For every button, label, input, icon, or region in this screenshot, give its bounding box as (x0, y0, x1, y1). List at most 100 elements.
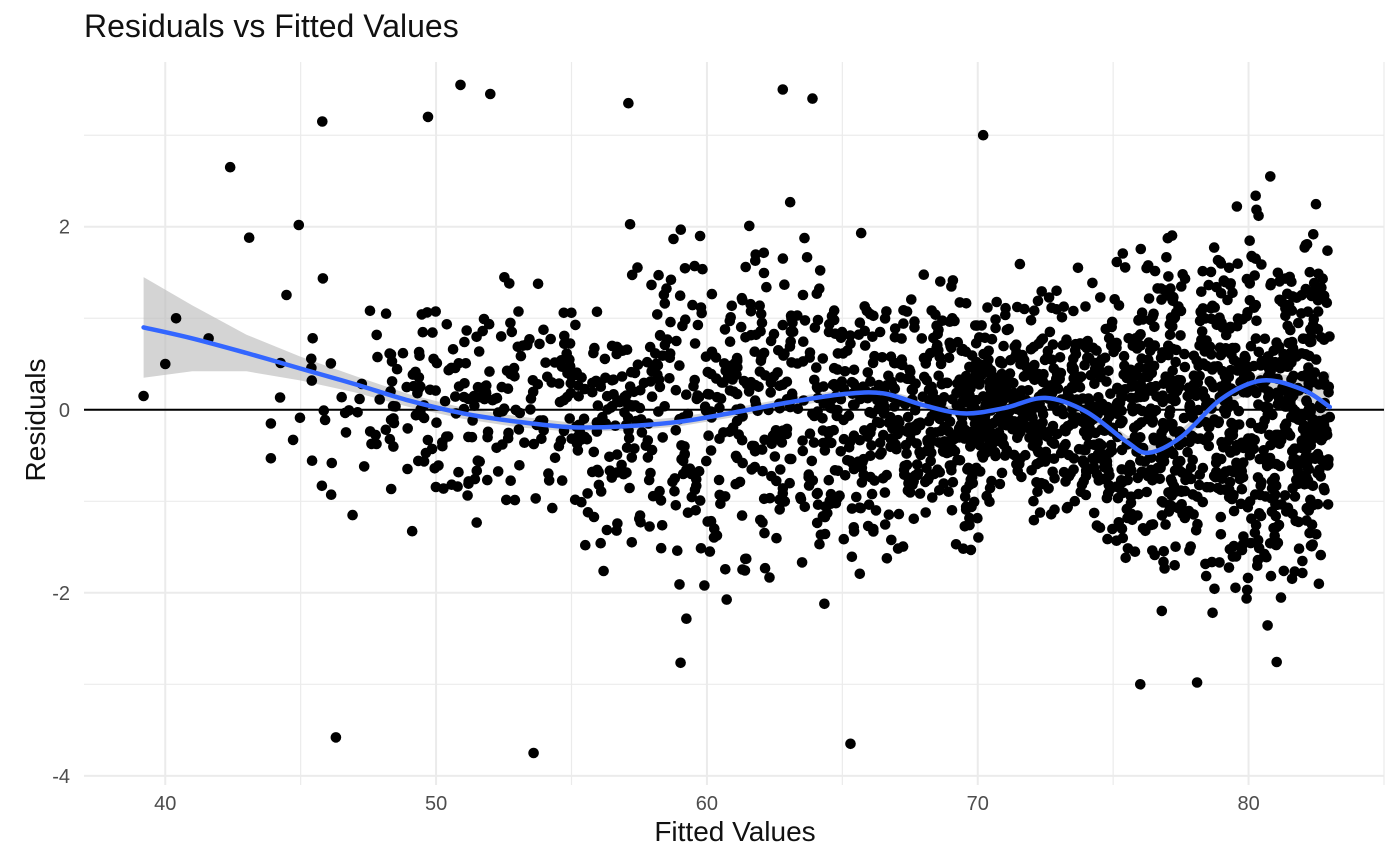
scatter-point (624, 219, 636, 230)
y-tick-label: 2 (59, 217, 70, 239)
scatter-point (573, 391, 584, 402)
scatter-point (1168, 291, 1179, 303)
scatter-point (1036, 286, 1047, 297)
scatter-point (898, 318, 909, 329)
scatter-point (970, 415, 982, 426)
scatter-point (430, 306, 442, 317)
scatter-point (1194, 479, 1205, 491)
scatter-point (1301, 396, 1313, 407)
scatter-point (750, 255, 761, 266)
scatter-point (424, 384, 436, 396)
scatter-point (845, 738, 856, 750)
scatter-point (1166, 393, 1178, 404)
scatter-point (1195, 306, 1206, 318)
scatter-point (715, 393, 727, 405)
scatter-point (1187, 489, 1199, 500)
scatter-point (952, 336, 964, 348)
scatter-point (705, 515, 717, 527)
scatter-point (758, 493, 770, 505)
scatter-point (979, 415, 991, 427)
scatter-point (536, 433, 547, 445)
scatter-point (765, 335, 777, 347)
scatter-point (677, 468, 689, 480)
scatter-point (1092, 453, 1104, 464)
scatter-point (721, 594, 732, 605)
scatter-point (653, 269, 664, 281)
scatter-point (811, 288, 823, 300)
scatter-point (1019, 303, 1030, 315)
scatter-point (1177, 467, 1188, 479)
scatter-point (1183, 505, 1195, 517)
scatter-point (1259, 551, 1271, 563)
scatter-point (874, 326, 886, 338)
scatter-point (1171, 307, 1182, 318)
scatter-point (658, 289, 670, 301)
scatter-point (1231, 439, 1243, 451)
scatter-point (1249, 385, 1260, 396)
scatter-point (974, 433, 986, 445)
scatter-point (1037, 376, 1049, 388)
scatter-point (1274, 438, 1285, 450)
scatter-point (1230, 551, 1242, 562)
scatter-point (1032, 486, 1043, 498)
scatter-point (755, 326, 766, 337)
scatter-point (1015, 389, 1026, 400)
scatter-point (694, 495, 706, 506)
scatter-point (920, 507, 931, 518)
scatter-point (697, 263, 708, 275)
scatter-point (758, 347, 770, 359)
scatter-point (846, 551, 858, 563)
scatter-point (669, 486, 680, 497)
scatter-point (651, 358, 662, 370)
scatter-point (817, 413, 828, 424)
scatter-point (645, 467, 656, 479)
scatter-point (967, 477, 979, 489)
scatter-point (921, 445, 932, 457)
scatter-point (777, 379, 789, 391)
scatter-point (940, 377, 952, 389)
scatter-point (1158, 546, 1170, 557)
scatter-point (754, 300, 765, 312)
scatter-point (1274, 276, 1285, 287)
scatter-point (1310, 198, 1322, 210)
scatter-point (358, 461, 370, 472)
scatter-point (769, 451, 781, 462)
scatter-point (443, 364, 455, 376)
scatter-point (867, 331, 878, 343)
scatter-point (1230, 582, 1241, 594)
scatter-point (1220, 329, 1232, 341)
scatter-point (545, 333, 556, 345)
scatter-point (1165, 474, 1177, 485)
scatter-point (1297, 333, 1309, 345)
scatter-point (814, 538, 825, 550)
scatter-point (463, 476, 475, 487)
scatter-point (947, 394, 958, 405)
scatter-point (418, 456, 430, 467)
scatter-point (932, 464, 943, 476)
scatter-point (943, 352, 955, 364)
scatter-point (960, 370, 972, 382)
scatter-point (532, 278, 544, 290)
scatter-point (433, 460, 444, 471)
scatter-point (632, 359, 644, 371)
scatter-point (1133, 488, 1144, 500)
scatter-point (1049, 473, 1060, 484)
scatter-point (856, 477, 868, 488)
scatter-point (1228, 505, 1240, 517)
scatter-point (460, 358, 472, 369)
scatter-point (1266, 482, 1278, 494)
scatter-point (482, 426, 494, 438)
scatter-point (1273, 519, 1285, 531)
scatter-point (938, 478, 949, 489)
scatter-point (876, 352, 888, 363)
scatter-point (1103, 365, 1114, 377)
scatter-point (1048, 363, 1060, 374)
scatter-point (1260, 491, 1271, 502)
scatter-point (921, 375, 933, 386)
scatter-point (1250, 519, 1262, 531)
scatter-point (1176, 281, 1187, 292)
scatter-point (737, 564, 748, 575)
scatter-point (1258, 445, 1269, 456)
scatter-point (733, 429, 744, 440)
scatter-point (554, 396, 566, 408)
